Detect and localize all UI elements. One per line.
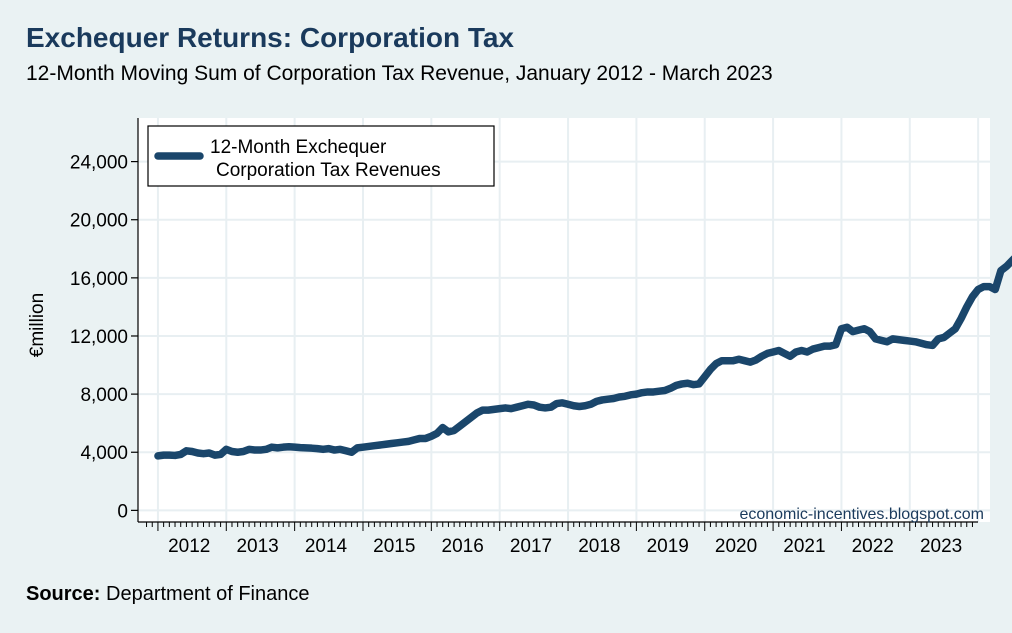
- chart-subtitle: 12-Month Moving Sum of Corporation Tax R…: [26, 62, 773, 85]
- legend-box: [147, 125, 495, 187]
- x-tick-label: 2016: [442, 536, 484, 557]
- x-tick-label: 2022: [852, 536, 894, 557]
- y-tick-label: 8,000: [80, 385, 128, 406]
- y-tick-label: 20,000: [70, 211, 128, 232]
- x-tick-label: 2014: [305, 536, 348, 557]
- x-tick-label: 2019: [647, 536, 689, 557]
- source-text: Department of Finance: [106, 583, 310, 605]
- x-tick-label: 2023: [920, 536, 962, 557]
- source-note: Source: Department of Finance: [26, 583, 309, 606]
- x-tick-label: 2017: [510, 536, 552, 557]
- source-label: Source:: [26, 583, 101, 605]
- legend-label-line-1: 12-Month Exchequer: [210, 137, 387, 158]
- x-tick-label: 2018: [578, 536, 620, 557]
- y-axis-label: €million: [27, 293, 48, 357]
- x-tick-label: 2020: [715, 536, 757, 557]
- y-tick-label: 24,000: [70, 153, 128, 174]
- series-line-corporation-tax: [154, 255, 1012, 460]
- watermark: economic-incentives.blogspot.com: [739, 506, 984, 523]
- legend-label-line-2: Corporation Tax Revenues: [216, 160, 441, 181]
- x-tick-label: 2013: [236, 536, 278, 557]
- chart-title: Exchequer Returns: Corporation Tax: [26, 22, 515, 53]
- x-tick-label: 2015: [373, 536, 415, 557]
- y-tick-label: 12,000: [70, 327, 128, 348]
- y-tick-label: 0: [117, 501, 128, 522]
- x-tick-label: 2012: [168, 536, 210, 557]
- x-tick-label: 2021: [783, 536, 825, 557]
- y-tick-label: 4,000: [80, 443, 128, 464]
- y-tick-label: 16,000: [70, 269, 128, 290]
